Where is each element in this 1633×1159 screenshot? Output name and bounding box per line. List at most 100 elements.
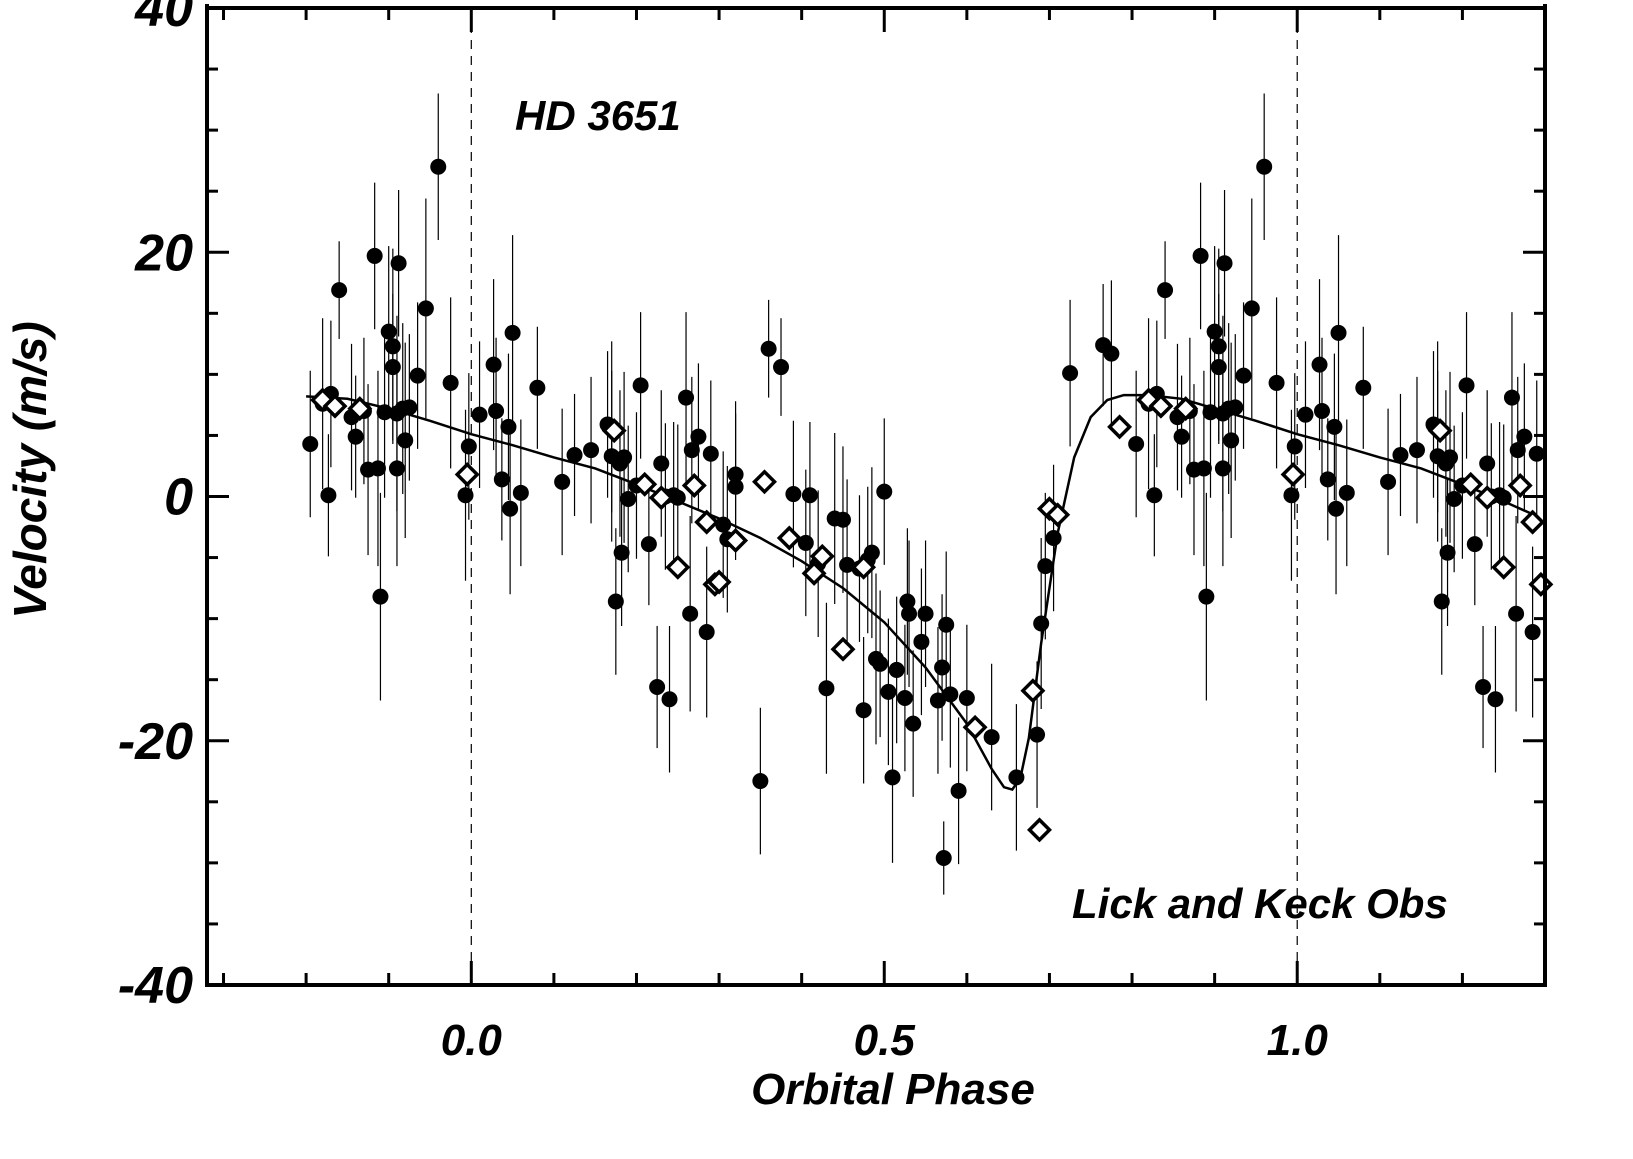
y-axis-label: Velocity (m/s) <box>4 321 56 618</box>
data-point-circle <box>727 466 744 483</box>
data-point-circle <box>1227 399 1244 416</box>
data-point-circle <box>1328 500 1345 517</box>
data-point-diamond <box>752 469 777 495</box>
data-point-circle <box>1319 471 1336 488</box>
data-point-circle <box>380 323 397 340</box>
data-point-circle <box>884 769 901 786</box>
data-point-circle <box>1392 446 1409 463</box>
data-point-circle <box>698 624 715 641</box>
data-point-diamond <box>723 528 749 553</box>
data-point-circle <box>397 432 414 449</box>
y-tick-label: -20 <box>118 713 193 771</box>
data-point-circle <box>502 500 519 517</box>
data-point-circle <box>607 593 624 610</box>
data-point-circle <box>1214 460 1231 477</box>
y-tick-label: -40 <box>118 957 193 1015</box>
data-point-circle <box>384 359 401 376</box>
data-point-circle <box>942 686 959 703</box>
data-point-circle <box>372 588 389 605</box>
data-point-circle <box>1330 324 1347 341</box>
data-point-circle <box>430 158 447 175</box>
data-point-circle <box>938 616 955 633</box>
data-point-circle <box>834 511 851 528</box>
data-point-circle <box>417 300 434 317</box>
data-point-diamond <box>962 714 988 740</box>
data-point-circle <box>632 377 649 394</box>
data-point-circle <box>347 428 364 445</box>
data-point-diamond <box>1107 414 1133 440</box>
data-point-circle <box>1206 323 1223 340</box>
data-point-circle <box>1195 460 1212 477</box>
data-point-diamond <box>1173 396 1199 422</box>
data-point-circle <box>566 446 583 463</box>
data-point-circle <box>1408 442 1425 459</box>
data-point-diamond <box>1458 471 1484 497</box>
data-point-circle <box>958 690 975 707</box>
data-point-circle <box>1045 530 1062 547</box>
data-point-circle <box>1380 473 1397 490</box>
data-point-circle <box>1198 588 1215 605</box>
data-point-circle <box>1210 359 1227 376</box>
data-point-circle <box>1283 487 1300 504</box>
data-point-circle <box>896 690 913 707</box>
data-point-circle <box>913 633 930 650</box>
data-point-circle <box>320 487 337 504</box>
data-point-circle <box>801 487 818 504</box>
data-point-circle <box>500 418 517 435</box>
data-point-circle <box>752 773 769 790</box>
data-point-circle <box>460 438 477 455</box>
data-point-diamond <box>1280 462 1306 487</box>
data-point-circle <box>1516 428 1533 445</box>
data-point-circle <box>1202 404 1219 421</box>
data-point-circle <box>1355 379 1372 396</box>
data-point-circle <box>331 282 348 299</box>
data-point-circle <box>1439 544 1456 561</box>
data-point-circle <box>1256 158 1273 175</box>
data-point-circle <box>1243 300 1260 317</box>
data-point-diamond <box>851 554 877 580</box>
y-tick-label: 20 <box>134 224 193 282</box>
data-point-circle <box>1210 338 1227 355</box>
data-point-diamond <box>1507 473 1533 498</box>
data-point-circle <box>839 556 856 573</box>
data-point-diamond <box>632 471 658 497</box>
data-point-circle <box>1475 679 1492 696</box>
data-point-circle <box>583 442 600 459</box>
data-point-diamond <box>1491 554 1517 580</box>
chart: 40 20 0 -20 -40 0.0 0.5 1.0 HD 3651 Lick and Ke… <box>4 0 1554 1113</box>
y-tick-label: 40 <box>134 0 193 38</box>
data-point-circle <box>504 324 521 341</box>
x-tick-label: 0.0 <box>441 1016 503 1065</box>
data-point-circle <box>797 534 814 551</box>
data-point-circle <box>935 849 952 866</box>
data-point-diamond <box>809 543 835 569</box>
data-point-circle <box>1508 605 1525 622</box>
data-point-diamond <box>1520 509 1546 535</box>
data-point-circle <box>1338 484 1355 501</box>
data-point-circle <box>1037 558 1054 575</box>
data-point-circle <box>653 455 670 472</box>
data-point-circle <box>1433 593 1450 610</box>
data-point-diamond <box>681 473 707 498</box>
data-point-diamond <box>706 569 732 595</box>
data-point-circle <box>678 389 695 406</box>
data-point-circle <box>1235 367 1252 384</box>
data-point-circle <box>702 445 719 462</box>
data-point-circle <box>863 544 880 561</box>
tick-labels: 40 20 0 -20 -40 0.0 0.5 1.0 <box>118 0 1328 1065</box>
data-point-circle <box>613 544 630 561</box>
data-point-diamond <box>1474 485 1500 511</box>
data-point-circle <box>640 536 657 553</box>
annotation-observatories: Lick and Keck Obs <box>1072 880 1448 927</box>
data-point-circle <box>1128 435 1145 452</box>
data-point-circle <box>785 486 802 503</box>
data-point-circle <box>888 661 905 678</box>
data-point-circle <box>1524 624 1541 641</box>
data-point-circle <box>1479 455 1496 472</box>
data-point-circle <box>727 478 744 495</box>
data-point-diamond <box>322 393 348 419</box>
data-point-circle <box>1446 490 1463 507</box>
data-point-circle <box>1487 691 1504 708</box>
data-point-circle <box>1495 489 1512 506</box>
data-point-circle <box>773 359 790 376</box>
